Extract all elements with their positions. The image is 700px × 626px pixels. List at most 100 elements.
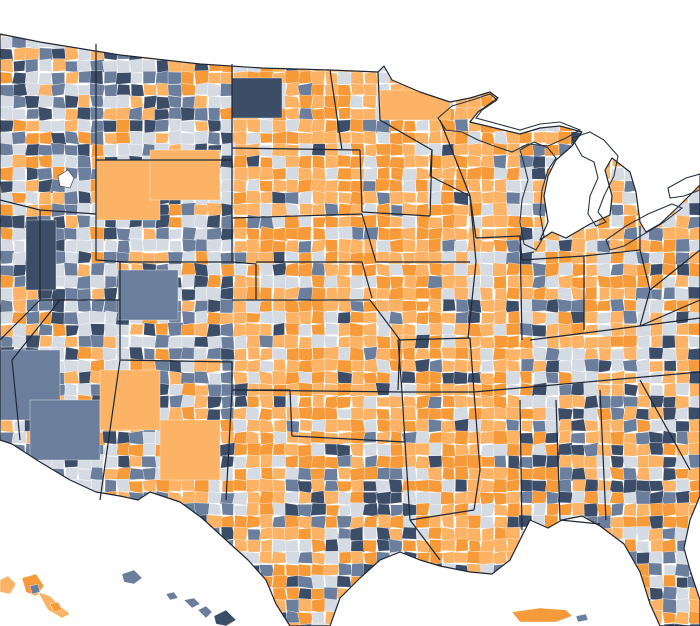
county — [637, 587, 652, 600]
county — [623, 11, 637, 24]
county — [597, 444, 613, 457]
county — [0, 119, 15, 133]
county — [636, 346, 650, 361]
county — [116, 119, 130, 134]
county — [219, 588, 235, 602]
county — [37, 167, 53, 181]
county — [401, 588, 417, 602]
county — [663, 34, 678, 48]
county — [518, 204, 533, 217]
county — [611, 384, 625, 398]
county — [454, 406, 469, 421]
county — [402, 610, 418, 626]
county — [533, 70, 548, 84]
county — [688, 550, 700, 565]
county — [532, 454, 548, 468]
county — [427, 610, 442, 624]
county — [519, 95, 535, 109]
county — [403, 47, 418, 61]
county — [284, 262, 300, 277]
county — [388, 35, 404, 49]
county — [676, 577, 688, 589]
county — [52, 574, 66, 588]
county — [245, 298, 262, 314]
county — [415, 11, 429, 24]
county — [246, 574, 262, 589]
county — [206, 227, 222, 241]
county — [402, 12, 418, 25]
county — [689, 70, 700, 86]
county — [363, 167, 378, 181]
county — [195, 385, 210, 398]
county — [623, 47, 638, 61]
county — [583, 382, 600, 398]
state-border — [439, 119, 471, 197]
county — [129, 119, 143, 132]
county — [362, 431, 377, 443]
county — [493, 11, 506, 25]
county — [91, 239, 104, 253]
county — [89, 586, 105, 602]
county — [337, 180, 352, 192]
county — [662, 443, 677, 456]
county — [635, 142, 652, 158]
county — [390, 504, 405, 517]
county — [531, 394, 547, 409]
county — [453, 35, 470, 49]
county — [167, 407, 184, 422]
county — [65, 71, 80, 85]
county — [89, 310, 106, 324]
county — [376, 586, 392, 602]
county — [688, 527, 700, 542]
lake-huron — [571, 131, 619, 227]
county — [571, 335, 587, 350]
county — [11, 227, 27, 242]
county — [544, 360, 561, 373]
county — [325, 538, 340, 554]
county — [219, 312, 234, 325]
county — [349, 526, 364, 542]
county — [533, 407, 548, 421]
county — [25, 598, 40, 614]
county — [403, 0, 417, 12]
county — [518, 60, 533, 73]
county — [610, 34, 624, 49]
county — [597, 552, 611, 564]
county — [546, 490, 560, 506]
county — [336, 396, 352, 409]
county — [0, 154, 14, 168]
county — [324, 322, 339, 335]
county — [323, 34, 339, 36]
county — [168, 0, 183, 12]
county — [597, 335, 612, 350]
county — [362, 539, 377, 553]
county — [454, 490, 470, 505]
county — [246, 154, 260, 168]
county — [64, 574, 80, 590]
county — [194, 0, 207, 13]
county — [64, 502, 80, 518]
county — [414, 287, 431, 300]
county — [610, 550, 624, 566]
county — [313, 227, 326, 240]
county — [544, 108, 559, 122]
county — [337, 370, 353, 385]
county — [311, 323, 325, 336]
county — [377, 574, 391, 590]
county — [622, 455, 639, 469]
county — [687, 539, 700, 553]
county — [558, 563, 573, 578]
county — [585, 251, 599, 265]
county — [624, 119, 637, 133]
county — [76, 346, 92, 360]
county — [453, 143, 469, 156]
county — [311, 598, 327, 614]
county — [675, 154, 689, 169]
county — [493, 492, 508, 506]
county — [76, 479, 93, 493]
county — [661, 480, 677, 493]
county — [37, 527, 53, 542]
county — [675, 420, 690, 433]
county — [662, 516, 677, 529]
county — [661, 491, 677, 505]
